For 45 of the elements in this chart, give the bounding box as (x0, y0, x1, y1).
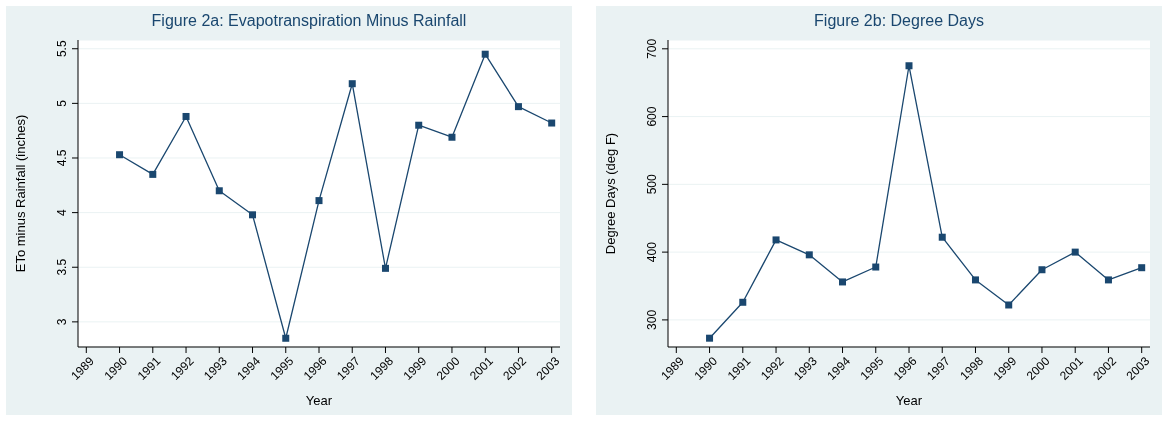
point (249, 211, 257, 219)
y-tick-label: 4 (55, 208, 69, 216)
point (149, 170, 157, 178)
point (182, 112, 190, 120)
point (514, 103, 522, 111)
point (282, 334, 290, 342)
point (1071, 248, 1079, 256)
y-tick-label: 700 (645, 38, 659, 59)
y-tick-label: 500 (645, 174, 659, 195)
x-axis-title: Year (305, 393, 333, 408)
y-tick-label: 600 (645, 106, 659, 127)
y-tick-label: 5 (55, 99, 69, 107)
point (938, 233, 946, 241)
point (971, 276, 979, 284)
point (315, 197, 323, 205)
point (116, 151, 124, 159)
point (706, 334, 714, 342)
chart-title: Figure 2b: Degree Days (813, 11, 985, 31)
point (839, 278, 847, 286)
point (381, 264, 389, 272)
y-tick-label: 3 (55, 318, 69, 326)
point (481, 50, 489, 58)
point (872, 263, 880, 271)
point (905, 62, 913, 70)
point (805, 251, 813, 259)
y-tick-label: 5.5 (55, 40, 69, 58)
chart-title: Figure 2a: Evapotranspiration Minus Rainfall (150, 11, 468, 31)
y-tick-label: 4.5 (55, 149, 69, 167)
point (448, 133, 456, 141)
y-axis-title: Degree Days (deg F) (602, 132, 618, 255)
point (415, 121, 423, 129)
point (1104, 276, 1112, 284)
point (1138, 264, 1146, 272)
point (215, 187, 223, 195)
y-tick-label: 300 (645, 309, 659, 330)
y-tick-label: 3.5 (55, 258, 69, 276)
point (1005, 301, 1013, 309)
y-tick-label: 400 (645, 241, 659, 263)
point (739, 298, 747, 306)
point (1038, 266, 1046, 274)
point (772, 236, 780, 244)
point (348, 80, 356, 88)
x-axis-title: Year (895, 393, 923, 408)
y-axis-title: ETo minus Rainfall (inches) (12, 114, 28, 273)
point (548, 119, 556, 127)
